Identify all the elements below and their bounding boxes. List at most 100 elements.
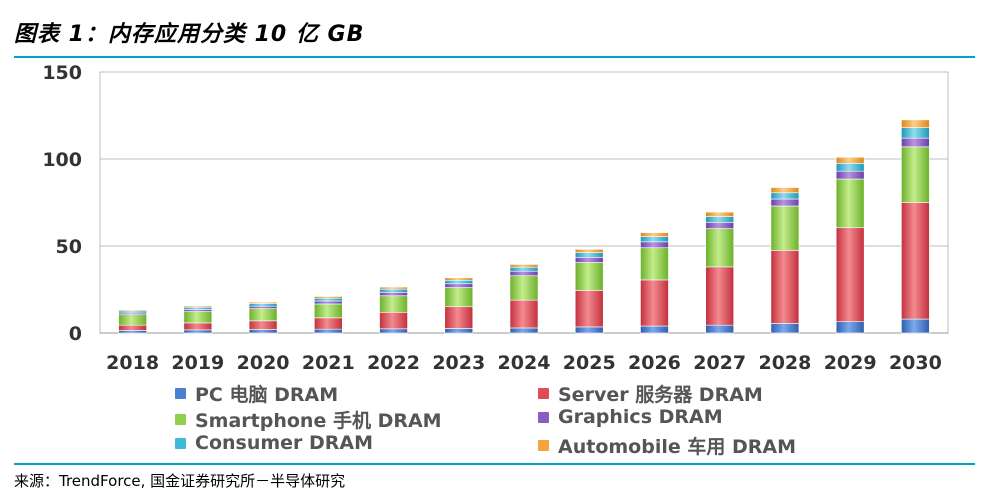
- bar-segment: [444, 283, 474, 288]
- bar-segment: [509, 266, 539, 272]
- bar-segment: [183, 305, 213, 308]
- bar-segment: [640, 236, 669, 243]
- bar-segment: [379, 328, 408, 334]
- bar-segment: [640, 247, 669, 281]
- bar-segment: [770, 323, 800, 334]
- bar-segment: [640, 241, 669, 249]
- bar-segment: [574, 262, 604, 291]
- bar-segment: [574, 249, 604, 253]
- x-tick-label: 2022: [367, 352, 420, 374]
- legend-item: Automobile 车用 DRAM: [538, 432, 796, 459]
- legend-label: PC 电脑 DRAM: [195, 384, 339, 406]
- bar-segment: [770, 192, 800, 200]
- bar-segment: [835, 163, 865, 172]
- bar-segment: [705, 324, 734, 334]
- x-tick-label: 2019: [171, 352, 224, 374]
- x-tick-label: 2030: [889, 352, 942, 374]
- bar-segment: [183, 309, 213, 312]
- bar-segment: [314, 296, 343, 299]
- bar-segment: [444, 306, 474, 329]
- bar-segment: [314, 297, 343, 302]
- bar-segment: [835, 321, 865, 334]
- y-tick-label: 150: [42, 62, 82, 84]
- bar-segment: [118, 310, 147, 314]
- legend-swatch: [538, 411, 549, 423]
- bar-segment: [444, 279, 474, 285]
- bar-segment: [901, 318, 930, 334]
- bar-segment: [509, 299, 539, 329]
- x-tick-label: 2028: [758, 352, 811, 374]
- bar-segment: [705, 211, 734, 217]
- bar-segment: [444, 277, 474, 281]
- source-note: 来源：TrendForce, 国金证券研究所－半导体研究: [14, 472, 346, 490]
- x-tick-label: 2029: [824, 352, 877, 374]
- bar-segment: [183, 322, 213, 331]
- bar-segment: [379, 295, 408, 313]
- bar-segment: [118, 330, 147, 334]
- legend-swatch: [175, 437, 186, 449]
- bar-segment: [509, 275, 539, 301]
- bar-segment: [640, 232, 669, 237]
- legend-label: Automobile 车用 DRAM: [558, 436, 796, 458]
- bar-segment: [248, 305, 278, 309]
- legend-label: Graphics DRAM: [558, 406, 723, 428]
- bar-segment: [314, 328, 343, 334]
- y-tick-label: 0: [69, 323, 82, 345]
- bar-segment: [705, 228, 734, 268]
- legend-item: Smartphone 手机 DRAM: [175, 406, 442, 433]
- bar-segment: [379, 288, 408, 293]
- bar-segment: [574, 290, 604, 328]
- bar-segment: [835, 170, 865, 180]
- bar-segment: [574, 326, 604, 334]
- bar-segment: [705, 216, 734, 223]
- x-tick-label: 2018: [106, 352, 159, 374]
- bar-segment: [509, 264, 539, 268]
- title-divider: [14, 56, 975, 58]
- bar-segment: [770, 198, 800, 207]
- bar-segment: [118, 309, 147, 312]
- legend-swatch: [538, 388, 549, 399]
- bar-segment: [248, 329, 278, 334]
- bar-segment: [314, 317, 343, 330]
- bar-segment: [705, 222, 734, 229]
- stacked-bar-chart: 0 50 100 150 2018 2019 2020 2021 2022 2023 2024 202…: [42, 62, 949, 374]
- bar-segment: [574, 252, 604, 258]
- x-tick-label: 2024: [498, 352, 551, 374]
- legend-swatch: [175, 414, 186, 425]
- x-tick-label: 2023: [432, 352, 485, 374]
- bar-segment: [444, 287, 474, 308]
- legend-label: Server 服务器 DRAM: [558, 384, 763, 406]
- x-tick-label: 2025: [563, 352, 616, 374]
- bar-segment: [183, 329, 213, 334]
- legend-swatch: [175, 388, 186, 399]
- bar-segment: [770, 250, 800, 324]
- x-tick-label: 2027: [693, 352, 746, 374]
- bar-segment: [835, 178, 865, 229]
- footer-divider: [14, 463, 975, 465]
- bar-segment: [248, 301, 278, 304]
- legend-swatch: [538, 440, 549, 451]
- bar-segment: [901, 202, 930, 320]
- bar-segment: [248, 303, 278, 307]
- legend-label: Smartphone 手机 DRAM: [195, 410, 442, 432]
- bar-segment: [444, 328, 474, 334]
- bar-segment: [248, 320, 278, 330]
- bar-segment: [379, 291, 408, 297]
- bar-segment: [901, 137, 930, 148]
- bar-segment: [509, 327, 539, 334]
- legend-item: Consumer DRAM: [175, 432, 373, 454]
- bar-segment: [314, 303, 343, 319]
- legend-item: Graphics DRAM: [538, 406, 723, 428]
- bar-segment: [901, 146, 930, 203]
- bar-segment: [314, 300, 343, 305]
- bar-segment: [379, 286, 408, 290]
- x-tick-label: 2026: [628, 352, 681, 374]
- bar-segment: [901, 127, 930, 139]
- legend-label: Consumer DRAM: [195, 432, 374, 454]
- bar-segment: [705, 266, 734, 326]
- bar-segment: [835, 227, 865, 322]
- bar-segment: [118, 314, 147, 326]
- bar-segment: [379, 311, 408, 330]
- bar-segment: [640, 325, 669, 334]
- bar-segment: [640, 279, 669, 327]
